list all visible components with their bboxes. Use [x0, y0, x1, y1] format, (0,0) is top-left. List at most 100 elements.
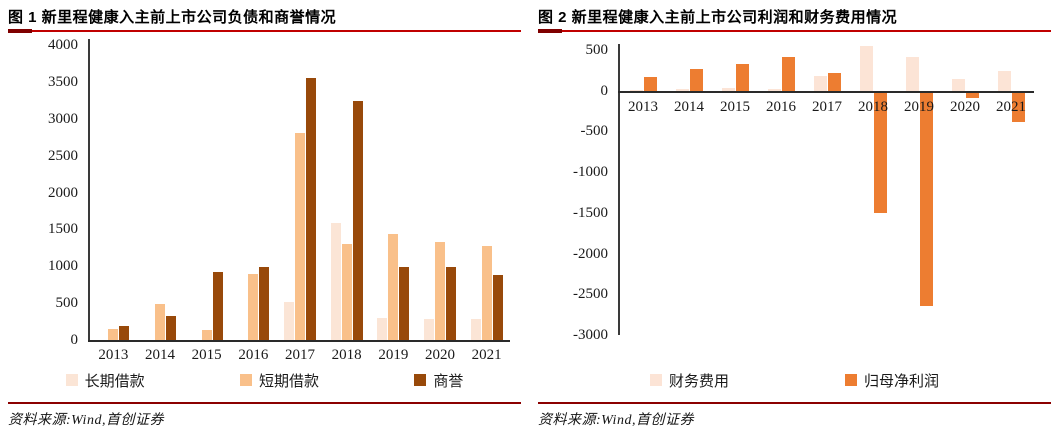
legend-item: 长期借款	[65, 370, 145, 391]
bar-短期借款	[155, 303, 165, 340]
bar-商誉	[492, 274, 503, 340]
source-note: 资料来源:Wind,首创证券	[538, 413, 694, 428]
legend-label: 财务费用	[668, 373, 729, 390]
y-axis-label: -1000	[573, 164, 608, 181]
bar-短期借款	[295, 132, 305, 340]
bar-归母净利润	[827, 73, 841, 91]
source-note: 资料来源:Wind,首创证券	[8, 413, 164, 428]
bar-长期借款	[330, 222, 341, 340]
legend-swatch-icon	[845, 374, 857, 386]
bar-归母净利润	[781, 56, 795, 91]
legend-label: 归母净利润	[864, 373, 940, 390]
y-axis-label: 2500	[48, 147, 78, 164]
x-axis-label: 2021	[996, 98, 1026, 115]
y-axis-label: 0	[70, 332, 79, 348]
bar-商誉	[352, 101, 363, 340]
legend-label: 商誉	[433, 373, 464, 390]
bar-归母净利润	[1011, 92, 1025, 123]
bar-归母净利润	[643, 77, 657, 91]
bar-财务费用	[721, 87, 735, 91]
title-underline-accent	[538, 29, 562, 33]
y-axis-label: 0	[600, 82, 609, 99]
x-axis-label: 2016	[766, 98, 796, 115]
x-axis-label: 2013	[98, 347, 129, 363]
bar-财务费用	[997, 70, 1011, 91]
y-axis-label: -2500	[573, 286, 608, 303]
title-underline-accent	[8, 29, 32, 33]
bar-归母净利润	[919, 92, 933, 306]
figure-1-chart: 4000 3500 3000 2500 2000 1500 1000 500 0 2013 2014…	[8, 32, 521, 394]
figure-1-column: 图 1 新里程健康入主前上市公司负债和商誉情况 4000 3500 3000 2500…	[8, 6, 521, 429]
y-axis-label: 500	[585, 42, 609, 58]
y-axis-label: 3500	[48, 73, 78, 90]
legend-swatch-icon	[65, 374, 78, 386]
title-underline	[8, 29, 521, 33]
x-axis-label: 2018	[331, 347, 362, 363]
bar-归母净利润	[873, 92, 887, 214]
bar-归母净利润	[965, 92, 979, 98]
y-axis-label: -500	[580, 123, 609, 140]
title-underline	[538, 29, 1051, 33]
y-axis-label: 4000	[48, 37, 78, 53]
bar-商誉	[166, 315, 176, 340]
x-axis-label: 2021	[471, 347, 502, 363]
x-axis-label: 2014	[144, 347, 175, 363]
bar-商誉	[212, 272, 223, 340]
x-axis-label: 2014	[674, 98, 704, 115]
y-axis-label: 500	[55, 295, 79, 312]
legend: 长期借款 短期借款 商誉	[18, 370, 511, 390]
x-axis-line	[618, 90, 1034, 93]
legend-item: 归母净利润	[845, 370, 939, 391]
legend-label: 长期借款	[84, 373, 145, 390]
legend-swatch-icon	[239, 374, 252, 386]
x-axis-label: 2013	[628, 98, 658, 115]
bar-短期借款	[435, 241, 445, 340]
bar-短期借款	[108, 328, 119, 340]
legend-item: 财务费用	[649, 370, 729, 391]
y-axis-label: 1000	[48, 258, 78, 275]
y-axis-line	[618, 44, 620, 335]
x-axis-label: 2019	[378, 347, 409, 363]
x-axis-label: 2020	[950, 98, 980, 115]
bar-归母净利润	[689, 68, 703, 91]
x-axis-label: 2015	[191, 347, 222, 363]
source-divider	[8, 402, 521, 404]
figure-2-column: 图 2 新里程健康入主前上市公司利润和财务费用情况 500 0 -500 -1000 -…	[538, 6, 1051, 429]
bar-长期借款	[284, 301, 294, 340]
bar-长期借款	[470, 318, 481, 340]
y-axis-label: -3000	[573, 327, 608, 343]
bar-短期借款	[481, 245, 492, 340]
source-divider	[538, 402, 1051, 404]
legend-label: 短期借款	[258, 373, 319, 390]
y-axis-label: 3000	[48, 110, 78, 127]
legend: 财务费用 归母净利润	[548, 370, 1041, 390]
y-axis-label: -2000	[573, 245, 608, 262]
figure-1-title: 图 1 新里程健康入主前上市公司负债和商誉情况	[8, 9, 337, 26]
legend-item: 短期借款	[239, 370, 319, 391]
bar-财务费用	[951, 78, 965, 91]
x-axis-label: 2016	[238, 347, 269, 363]
bar-财务费用	[675, 88, 689, 91]
bar-商誉	[306, 77, 316, 340]
bar-长期借款	[424, 318, 434, 340]
bar-短期借款	[248, 274, 259, 340]
figure-2-chart: 500 0 -500 -1000 -1500 -2000 -2500 -3000 2013 201…	[538, 32, 1051, 394]
x-axis-label: 2015	[720, 98, 750, 115]
x-axis-label: 2020	[424, 347, 455, 363]
x-axis-label: 2019	[904, 98, 934, 115]
bar-财务费用	[859, 45, 873, 91]
bar-财务费用	[767, 89, 781, 91]
bar-商誉	[446, 266, 456, 340]
y-axis-label: 2000	[48, 184, 78, 201]
legend-swatch-icon	[414, 374, 427, 386]
figure-2-title: 图 2 新里程健康入主前上市公司利润和财务费用情况	[538, 9, 898, 26]
y-axis-line	[88, 39, 90, 340]
bar-短期借款	[201, 330, 212, 340]
y-axis-label: -1500	[573, 204, 608, 221]
bar-短期借款	[341, 244, 352, 340]
legend-swatch-icon	[649, 374, 662, 386]
bar-短期借款	[388, 234, 399, 340]
bar-商誉	[119, 325, 130, 340]
bar-商誉	[259, 266, 270, 340]
